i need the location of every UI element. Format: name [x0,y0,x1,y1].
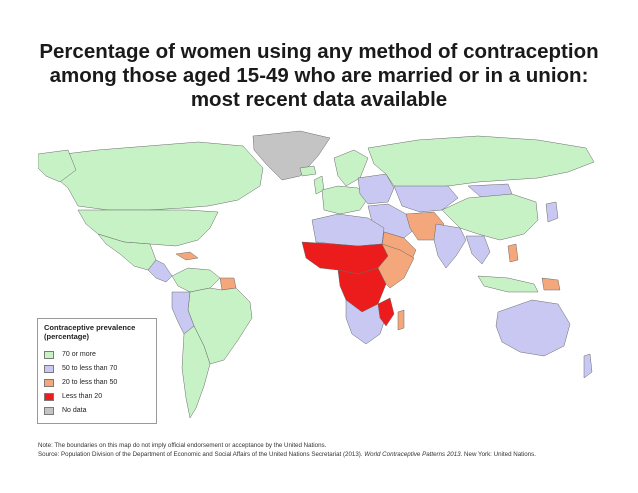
legend-label-70-or-more: 70 or more [62,351,96,358]
region-china [441,193,539,241]
source-prefix: Source: Population Division of the Depar… [38,451,363,458]
region-greenland [252,130,331,181]
region-australia [495,299,571,357]
legend-label-less-than-20: Less than 20 [62,393,103,400]
legend-swatch-20-to-50 [44,378,54,387]
legend: Contraceptive prevalence (percentage) 70… [37,318,157,424]
map-title: Percentage of women using any method of … [20,40,618,112]
legend-swatch-no-data [44,406,54,415]
legend-swatch-50-to-70 [44,364,54,373]
title-line-2: among those aged 15-49 who are married o… [49,64,589,87]
legend-item-50-to-70: 50 to less than 70 [44,364,117,373]
region-mozambique [377,297,395,327]
region-madagascar [397,309,405,331]
legend-swatch-less-than-20 [44,392,54,401]
region-southern-africa [345,299,387,345]
region-japan [545,201,559,223]
region-philippines [507,243,519,263]
source-text: Source: Population Division of the Depar… [38,450,536,459]
region-new-zealand [583,353,593,379]
region-iceland [299,165,317,177]
region-usa [77,209,219,247]
legend-item-70-or-more: 70 or more [44,350,96,359]
region-russia [367,135,595,189]
region-india [433,223,467,269]
legend-item-20-to-50: 20 to less than 50 [44,378,117,387]
region-colombia-venezuela [171,267,221,293]
legend-title: Contraceptive prevalence (percentage) [44,323,135,341]
region-alaska [38,149,77,183]
title-line-1: Percentage of women using any method of … [39,40,599,63]
legend-swatch-70-or-more [44,350,54,359]
region-western-europe [321,185,369,215]
legend-title-line-2: (percentage) [44,332,90,341]
title-line-3: most recent data available [190,88,448,111]
region-southeast-asia [465,235,491,265]
legend-label-50-to-70: 50 to less than 70 [62,365,118,372]
map-notes: Note: The boundaries on this map do not … [38,441,536,459]
region-indonesia [477,275,539,293]
region-png [541,277,561,291]
region-east-africa [377,243,415,289]
source-title: World Contraceptive Patterns 2013 [364,451,461,458]
region-canada [47,141,264,211]
region-caribbean [175,251,199,261]
legend-label-20-to-50: 20 to less than 50 [62,379,118,386]
region-southern-cone [181,325,211,419]
legend-item-less-than-20: Less than 20 [44,392,102,401]
legend-item-no-data: No data [44,406,87,415]
legend-title-line-1: Contraceptive prevalence [44,323,136,332]
legend-label-no-data: No data [62,407,87,414]
world-map [38,130,595,419]
note-text: Note: The boundaries on this map do not … [38,442,327,449]
source-suffix: . New York: United Nations. [460,451,536,458]
